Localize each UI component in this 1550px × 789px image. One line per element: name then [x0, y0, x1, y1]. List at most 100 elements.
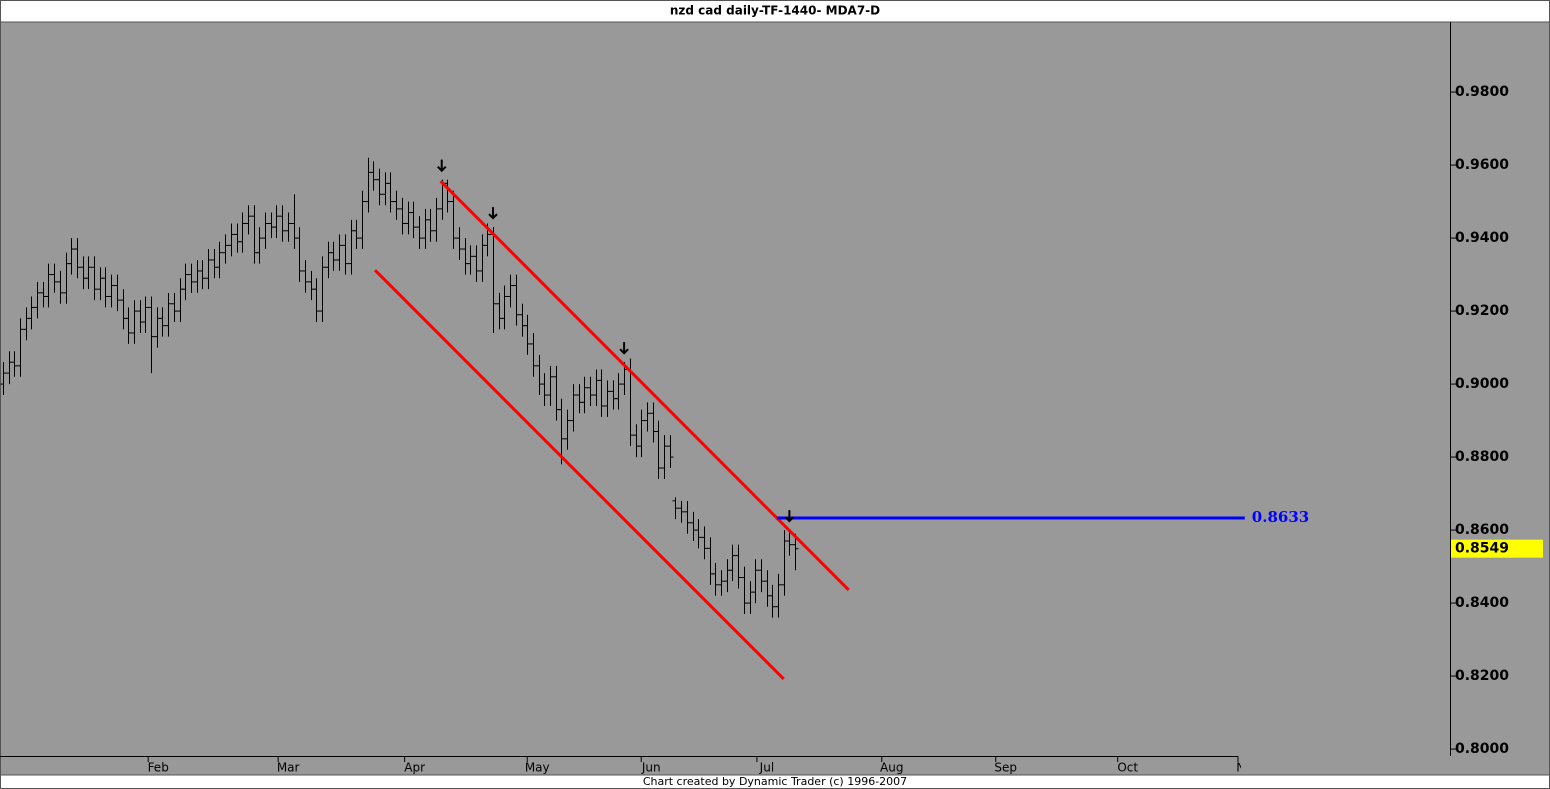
- ohlc-bar: [353, 219, 360, 250]
- ohlc-bar: [262, 212, 269, 250]
- ohlc-bar: [450, 190, 457, 250]
- ohlc-bar: [695, 519, 702, 549]
- x-tick-label: Nov: [1236, 761, 1259, 775]
- trendline: [373, 269, 785, 681]
- ohlc-bar: [547, 365, 554, 406]
- ohlc-bar: [416, 216, 423, 250]
- ohlc-bar: [701, 526, 708, 560]
- ohlc-bar: [108, 274, 115, 308]
- plot-area: [0, 22, 1550, 775]
- y-tick-label: 0.8600: [1455, 522, 1509, 538]
- x-tick-label: Jul: [759, 761, 774, 775]
- ohlc-bar: [644, 402, 651, 432]
- x-tick-label: Feb: [148, 761, 169, 775]
- ohlc-bar: [171, 292, 178, 323]
- ohlc-bar: [74, 238, 81, 279]
- ohlc-bar: [564, 409, 571, 450]
- ohlc-bar: [501, 285, 508, 330]
- ohlc-bar: [672, 497, 679, 520]
- ohlc-bar: [604, 380, 611, 417]
- ohlc-bar: [735, 544, 742, 589]
- ohlc-bar: [273, 205, 280, 239]
- ohlc-bar: [148, 296, 155, 374]
- ohlc-bar: [279, 205, 286, 242]
- ohlc-bar: [638, 409, 645, 458]
- ohlc-bar: [655, 420, 662, 479]
- ohlc-bar: [85, 256, 92, 290]
- x-labels: Feb Mar Apr May Jun Jul Aug Sep Oct Nov: [148, 761, 1259, 775]
- ohlc-bar: [216, 241, 223, 279]
- ohlc-bar: [165, 292, 172, 337]
- ohlc-bar: [142, 296, 149, 333]
- ohlc-bar: [319, 256, 326, 323]
- ohlc-bar: [427, 208, 434, 242]
- ohlc-bar: [188, 263, 195, 293]
- ohlc-bar: [239, 212, 246, 253]
- ohlc-bar: [712, 562, 719, 596]
- x-tick-label: Aug: [880, 761, 903, 775]
- y-tick-label: 0.9400: [1455, 230, 1509, 246]
- ohlc-bar: [296, 227, 303, 282]
- ohlc-bar: [131, 300, 138, 344]
- ohlc-bar: [444, 179, 451, 213]
- ohlc-bar: [245, 205, 252, 235]
- x-tick-label: Oct: [1117, 761, 1138, 775]
- ohlc-bar: [741, 566, 748, 615]
- x-tick-label: Jun: [641, 761, 661, 775]
- ohlc-bar: [91, 256, 98, 301]
- ohlc-bar: [205, 249, 212, 290]
- ohlc-bar: [228, 223, 235, 257]
- x-tick-label: May: [525, 761, 550, 775]
- ohlc-bar: [473, 245, 480, 282]
- ohlc-bar: [302, 259, 309, 293]
- ohlc-bar: [467, 245, 474, 275]
- ohlc-bar: [792, 533, 799, 571]
- ohlc-bar: [34, 281, 41, 319]
- y-tick-label: 0.8000: [1455, 741, 1509, 757]
- chart-title: nzd cad daily-TF-1440- MDA7-D: [670, 4, 880, 18]
- ohlc-bar: [581, 376, 588, 414]
- ohlc-bar: [661, 435, 668, 479]
- ohlc-bar: [51, 263, 58, 293]
- ohlc-bar: [182, 263, 189, 301]
- ohlc-bar: [17, 318, 24, 377]
- ohlc-bar: [114, 274, 121, 312]
- y-tick-label: 0.8400: [1455, 595, 1509, 611]
- ohlc-bar: [541, 373, 548, 406]
- y-tick-label: 0.9800: [1455, 84, 1509, 100]
- ohlc-bar: [718, 570, 725, 596]
- ohlc-bar: [342, 234, 349, 275]
- ohlc-bar: [359, 190, 366, 250]
- ohlc-bar: [370, 161, 377, 191]
- ohlc-bar: [256, 227, 263, 264]
- ohlc-bar: [524, 314, 531, 355]
- ohlc-bar: [587, 376, 594, 406]
- ohlc-bar: [399, 197, 406, 235]
- y-tick-label: 0.9000: [1455, 376, 1509, 392]
- ohlc-bar: [570, 384, 577, 432]
- level-label: 0.8633: [1252, 508, 1309, 526]
- ohlc-bar: [775, 573, 782, 618]
- ohlc-bar: [410, 201, 417, 239]
- ohlc-bar: [0, 362, 7, 396]
- ohlc-bar: [57, 270, 64, 304]
- ohlc-bar: [393, 190, 400, 220]
- ohlc-bar: [558, 398, 565, 465]
- ohlc-bar: [758, 559, 765, 593]
- arrow-marker: [437, 159, 447, 173]
- ohlc-bar: [667, 435, 674, 469]
- ohlc-bar: [285, 212, 292, 242]
- x-tick-label: Mar: [277, 761, 300, 775]
- arrow-marker: [784, 510, 795, 523]
- last-price-box: [1451, 539, 1543, 558]
- ohlc-bar: [222, 234, 229, 264]
- ohlc-bar: [336, 234, 343, 271]
- ohlc-bar: [786, 530, 793, 556]
- ohlc-bar: [376, 168, 383, 206]
- ohlc-bar: [615, 373, 622, 410]
- ohlc-bar: [769, 584, 776, 618]
- arrow-marker: [619, 342, 629, 355]
- ohlc-bar: [102, 267, 109, 308]
- y-tick-label: 0.9200: [1455, 303, 1509, 319]
- ohlc-bar: [729, 544, 736, 582]
